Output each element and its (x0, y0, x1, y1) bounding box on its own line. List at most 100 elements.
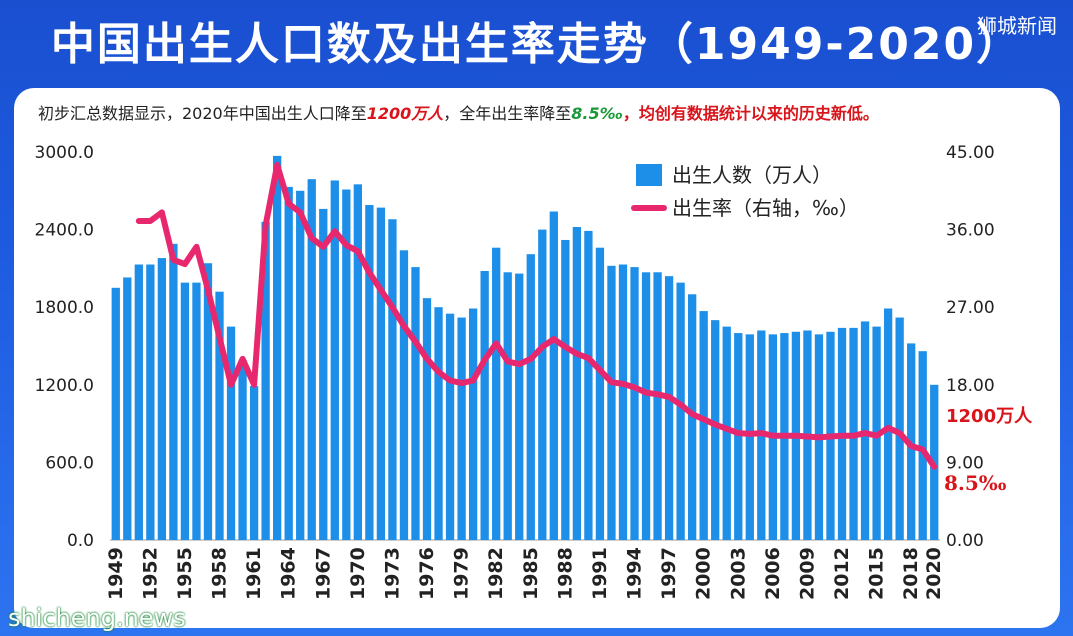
bar-1998 (676, 282, 685, 540)
bar-1971 (365, 205, 374, 540)
bar-1983 (503, 272, 512, 540)
x-tick-label: 2006 (762, 547, 784, 600)
y-right-tick-label: 18.00 (946, 376, 995, 396)
bar-1970 (353, 184, 362, 541)
bar-1960 (238, 360, 247, 540)
bar-1963 (273, 155, 282, 540)
bar-1966 (307, 179, 316, 540)
x-tick-label: 1964 (278, 547, 300, 600)
y-right-tick-label: 36.00 (946, 221, 995, 241)
x-tick-label: 2003 (727, 547, 749, 600)
bar-1968 (330, 180, 339, 540)
subtitle: 初步汇总数据显示，2020年中国出生人口降至1200万人，全年出生率降至8.5‰… (38, 100, 879, 124)
title: 中国出生人口数及出生率走势（1949-2020） (50, 19, 1023, 70)
bar-2019 (918, 351, 927, 540)
x-tick-label: 1979 (451, 547, 473, 600)
subtitle-value-births: 1200万人 (366, 104, 444, 123)
bar-1959 (226, 326, 236, 540)
x-tick-label: 1970 (347, 547, 369, 600)
bar-1984 (515, 273, 524, 540)
bar-1950 (123, 277, 132, 540)
bar-2001 (711, 320, 720, 540)
y-left-tick-label: 0.0 (67, 531, 94, 551)
bar-1958 (215, 291, 224, 540)
annotation-rate-2020: 8.5‰ (944, 471, 1007, 495)
bar-1972 (376, 207, 386, 540)
x-tick-label: 1997 (658, 547, 680, 600)
x-tick-label: 1967 (312, 547, 334, 600)
bar-1991 (595, 247, 605, 540)
y-right-tick-label: 0.00 (946, 531, 984, 551)
annotation-births-2020: 1200万人 (946, 406, 1033, 427)
bar-1989 (572, 227, 582, 540)
legend-label-line: 出生率（右轴，‰） (672, 196, 859, 220)
y-right-tick-label: 27.00 (946, 298, 995, 318)
y-left-tick-label: 1800.0 (35, 298, 94, 318)
x-tick-label: 1976 (416, 547, 438, 600)
x-tick-label: 2020 (923, 547, 945, 600)
x-tick-label: 1973 (381, 547, 403, 600)
bar-2000 (699, 311, 708, 540)
bar-1964 (284, 186, 293, 541)
x-tick-label: 2012 (831, 547, 853, 600)
bar-1973 (388, 219, 397, 540)
bar-1975 (411, 267, 420, 540)
bar-1990 (584, 230, 593, 541)
bar-1976 (422, 298, 432, 540)
x-tick-label: 2000 (693, 547, 715, 600)
bar-1981 (480, 270, 489, 540)
subtitle-text-2: ，全年出生率降至 (443, 104, 572, 123)
bar-1955 (180, 282, 190, 540)
footer-brand: shicheng.news (8, 604, 186, 632)
bar-1974 (399, 250, 409, 540)
x-tick-label: 1955 (174, 547, 196, 600)
legend-swatch-bar (636, 164, 662, 186)
y-left-tick-label: 600.0 (45, 453, 94, 473)
brand-logo-text: 狮城新闻 (977, 14, 1057, 38)
bar-1956 (192, 282, 201, 540)
bar-1995 (641, 272, 651, 540)
bar-1980 (468, 308, 478, 540)
y-left-tick-label: 3000.0 (35, 143, 94, 163)
subtitle-value-rate: 8.5‰ (571, 104, 623, 123)
x-tick-label: 1958 (209, 547, 231, 600)
bar-2003 (734, 333, 743, 540)
bar-1978 (445, 313, 455, 540)
subtitle-text-3: ，均创有数据统计以来的历史新低。 (622, 104, 879, 123)
bar-1952 (146, 264, 155, 540)
x-tick-label: 1952 (139, 547, 161, 600)
bar-1992 (607, 265, 616, 540)
y-left-tick-label: 2400.0 (35, 221, 94, 241)
bar-1969 (342, 189, 351, 541)
bar-1957 (203, 263, 213, 540)
bar-1986 (538, 229, 547, 540)
bar-2002 (722, 326, 731, 540)
x-tick-label: 2018 (900, 547, 922, 600)
bar-1965 (296, 190, 305, 541)
bar-1993 (618, 264, 628, 540)
bar-1967 (319, 208, 328, 540)
bar-1961 (249, 386, 259, 540)
birth-rate-line (135, 161, 938, 470)
bar-1997 (664, 276, 674, 540)
bar-1951 (134, 264, 143, 540)
x-tick-label: 1991 (589, 547, 611, 600)
bar-2004 (745, 334, 754, 540)
bar-1962 (261, 221, 270, 540)
x-tick-label: 2015 (866, 547, 888, 600)
bar-1985 (526, 254, 535, 540)
bar-2017 (895, 317, 904, 540)
y-left-tick-label: 1200.0 (35, 376, 94, 396)
x-tick-label: 2009 (796, 547, 818, 600)
x-tick-label: 1949 (105, 547, 127, 600)
legend-label-bar: 出生人数（万人） (672, 163, 832, 187)
bar-1982 (492, 247, 501, 540)
bar-1994 (630, 267, 639, 540)
subtitle-text-1: 初步汇总数据显示，2020年中国出生人口降至 (38, 104, 367, 123)
bar-1987 (549, 211, 558, 540)
y-right-tick-label: 45.00 (946, 143, 995, 163)
y-right-tick-label: 9.00 (946, 453, 984, 473)
x-tick-label: 1994 (624, 547, 646, 600)
x-tick-label: 1985 (520, 547, 542, 600)
